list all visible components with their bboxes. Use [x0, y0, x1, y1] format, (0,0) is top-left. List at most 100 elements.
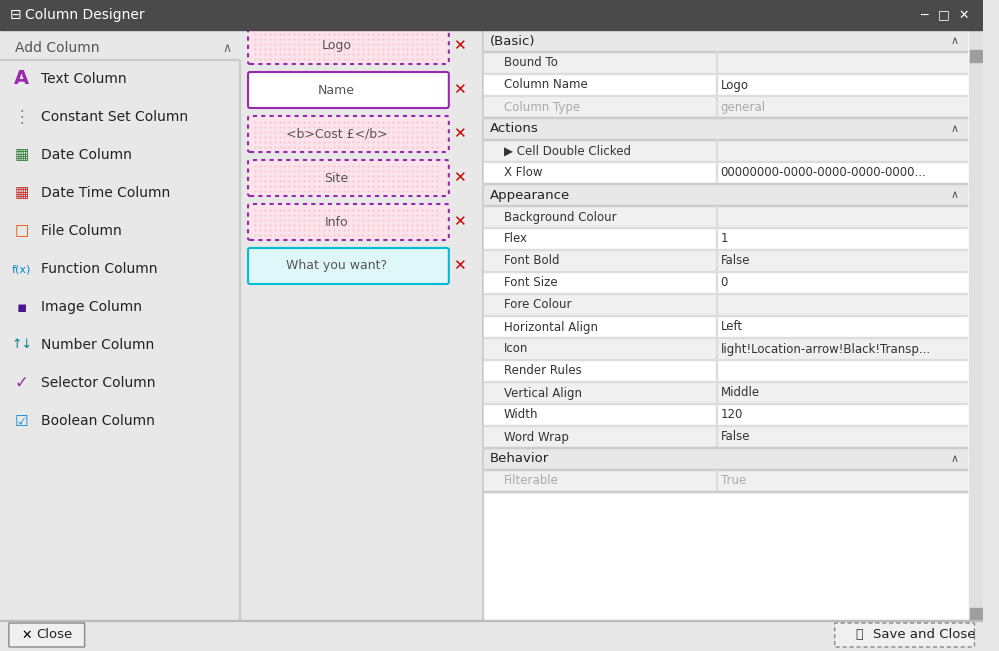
FancyBboxPatch shape — [248, 116, 449, 152]
Text: Word Wrap: Word Wrap — [503, 430, 568, 443]
Bar — [483, 30, 983, 621]
Text: Flex: Flex — [503, 232, 527, 245]
Text: Column Designer: Column Designer — [25, 8, 144, 22]
Text: ✕: ✕ — [454, 214, 467, 230]
Text: general: general — [720, 100, 766, 113]
Bar — [0, 620, 983, 621]
Bar — [485, 205, 967, 206]
Text: Horizontal Align: Horizontal Align — [503, 320, 598, 333]
Text: Image Column: Image Column — [41, 300, 142, 314]
Text: Date Time Column: Date Time Column — [41, 186, 171, 200]
Text: Actions: Actions — [491, 122, 538, 135]
Bar — [485, 294, 967, 316]
Text: Render Rules: Render Rules — [503, 365, 581, 378]
Text: light!Location-arrow!Black!Transp...: light!Location-arrow!Black!Transp... — [720, 342, 931, 355]
Bar — [485, 316, 967, 338]
Bar — [485, 491, 967, 492]
Text: Width: Width — [503, 408, 538, 421]
Bar — [485, 469, 967, 470]
Bar — [485, 249, 967, 250]
Bar — [485, 338, 967, 360]
Text: ↑↓: ↑↓ — [11, 339, 32, 352]
Text: 00000000-0000-0000-0000-0000...: 00000000-0000-0000-0000-0000... — [720, 167, 926, 180]
Text: ✕: ✕ — [22, 628, 32, 641]
Bar — [485, 404, 967, 426]
Bar — [485, 381, 967, 382]
Bar — [485, 470, 967, 492]
Bar — [969, 50, 982, 62]
Bar — [485, 250, 967, 272]
Text: ✕: ✕ — [454, 38, 467, 53]
Bar — [485, 447, 967, 448]
Text: ✕: ✕ — [958, 8, 969, 21]
Bar — [0, 30, 239, 621]
Bar — [485, 382, 967, 404]
Bar — [485, 74, 967, 96]
Text: Middle: Middle — [720, 387, 760, 400]
Bar — [485, 184, 967, 206]
Text: □: □ — [14, 223, 29, 238]
Text: What you want?: What you want? — [286, 260, 388, 273]
Text: 0: 0 — [720, 277, 728, 290]
Bar — [485, 206, 967, 228]
Bar — [485, 117, 967, 118]
Bar — [485, 448, 967, 470]
Text: Behavior: Behavior — [491, 452, 549, 465]
Text: ☑: ☑ — [15, 413, 28, 428]
Text: Constant Set Column: Constant Set Column — [41, 110, 189, 124]
Text: Add Column: Add Column — [15, 41, 99, 55]
Bar — [0, 0, 983, 30]
Bar — [969, 30, 983, 621]
Bar — [0, 621, 983, 651]
Text: Font Bold: Font Bold — [503, 255, 559, 268]
Bar — [485, 140, 967, 162]
Bar — [240, 30, 482, 621]
Bar — [485, 360, 967, 382]
Text: ▦: ▦ — [14, 186, 29, 201]
Text: False: False — [720, 430, 750, 443]
Text: Filterable: Filterable — [503, 475, 558, 488]
Bar — [485, 315, 967, 316]
Text: ▶ Cell Double Clicked: ▶ Cell Double Clicked — [503, 145, 631, 158]
Text: Date Column: Date Column — [41, 148, 132, 162]
Bar — [485, 227, 967, 228]
Bar — [485, 337, 967, 338]
Bar — [0, 59, 239, 60]
Text: ─: ─ — [920, 8, 928, 21]
Bar — [485, 30, 967, 52]
Bar — [485, 118, 967, 140]
Text: f(x): f(x) — [12, 264, 31, 274]
Text: ✕: ✕ — [454, 83, 467, 98]
Text: Vertical Align: Vertical Align — [503, 387, 582, 400]
Bar — [485, 51, 967, 52]
Text: Appearance: Appearance — [491, 189, 570, 202]
Text: File Column: File Column — [41, 224, 122, 238]
FancyBboxPatch shape — [835, 623, 974, 647]
Text: 1: 1 — [720, 232, 728, 245]
Text: 120: 120 — [720, 408, 743, 421]
Text: Site: Site — [325, 171, 349, 184]
FancyBboxPatch shape — [9, 623, 85, 647]
Text: ▦: ▦ — [14, 148, 29, 163]
Bar — [485, 95, 967, 96]
Text: Icon: Icon — [503, 342, 528, 355]
Text: Function Column: Function Column — [41, 262, 158, 276]
Bar — [485, 183, 967, 184]
Text: ✕: ✕ — [454, 126, 467, 141]
Bar — [485, 425, 967, 426]
Bar — [485, 272, 967, 294]
Text: Fore Colour: Fore Colour — [503, 299, 571, 311]
Text: ∧: ∧ — [223, 42, 232, 55]
Text: ∧: ∧ — [951, 36, 959, 46]
Text: Logo: Logo — [720, 79, 748, 92]
Text: (Basic): (Basic) — [491, 35, 535, 48]
Text: False: False — [720, 255, 750, 268]
FancyBboxPatch shape — [248, 204, 449, 240]
Bar — [485, 228, 967, 250]
Text: Bound To: Bound To — [503, 57, 557, 70]
Bar — [485, 426, 967, 448]
Text: Text Column: Text Column — [41, 72, 127, 86]
Bar — [485, 293, 967, 294]
Text: True: True — [720, 475, 746, 488]
Bar — [485, 96, 967, 118]
